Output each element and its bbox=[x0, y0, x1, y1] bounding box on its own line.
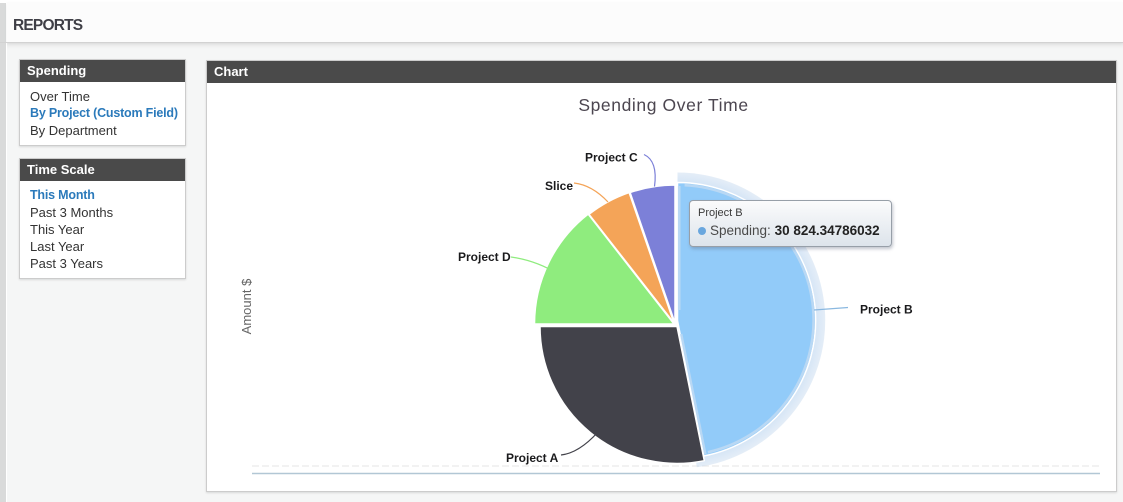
svg-text:Project B: Project B bbox=[860, 303, 913, 317]
svg-text:Spending Over Time: Spending Over Time bbox=[578, 95, 748, 115]
svg-text:Slice: Slice bbox=[545, 179, 573, 193]
svg-text:Project D: Project D bbox=[458, 250, 511, 264]
svg-text:Project A: Project A bbox=[506, 451, 559, 465]
svg-text:Project C: Project C bbox=[585, 151, 638, 165]
svg-text:Amount $: Amount $ bbox=[239, 278, 254, 334]
